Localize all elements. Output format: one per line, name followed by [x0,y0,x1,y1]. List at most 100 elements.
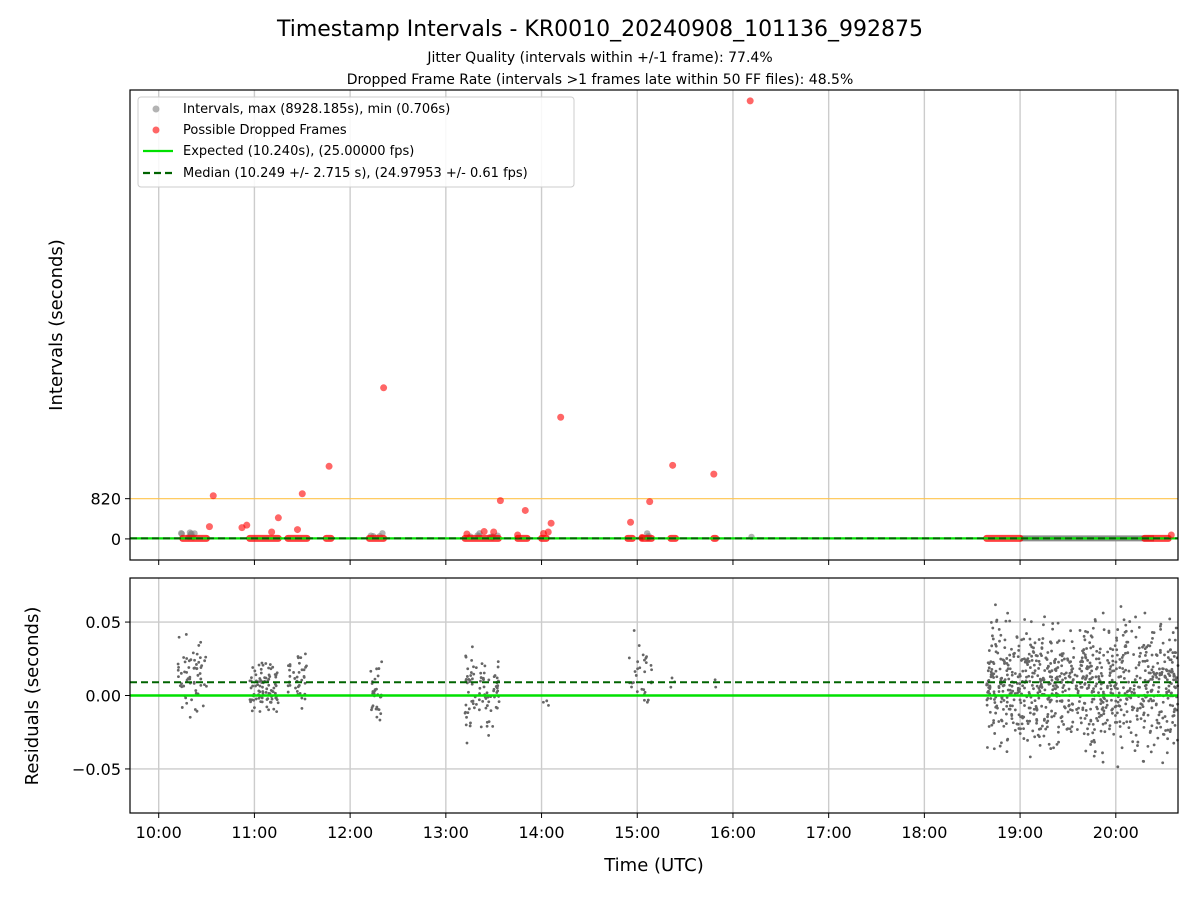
residual-point [1028,706,1032,710]
residual-point [1051,688,1055,692]
residual-point [1125,710,1129,714]
x-axis-ticks: 10:00 11:00 12:00 13:00 14:00 15:00 16:00 17:00… [136,560,1139,842]
residual-point [193,658,196,662]
legend-entry-median: Median (10.249 +/- 2.715 s), (24.97953 +… [183,166,528,181]
residual-point [1040,641,1044,645]
residual-point [1168,617,1172,621]
residual-point [1044,705,1048,709]
residual-point [992,676,995,679]
residual-point [1013,651,1016,655]
residual-point [1061,678,1064,682]
residual-point [496,665,500,669]
residual-point [1123,645,1127,649]
residual-point [195,652,199,656]
residual-point [1086,727,1089,731]
residual-point [464,678,468,681]
x-axis-label: Time (UTC) [603,855,704,876]
residual-point [1106,650,1110,654]
residual-point [1154,673,1158,677]
residual-point [1102,690,1105,694]
residual-point [1084,630,1087,633]
residual-point [1132,706,1136,710]
x-tick-label: 18:00 [901,823,947,842]
residual-point [1150,653,1154,657]
residual-point [1070,664,1073,668]
residual-point [1155,675,1158,679]
residual-point [1018,698,1022,702]
residual-point [649,664,653,667]
residual-point [198,656,202,660]
residual-point [713,678,717,682]
residual-point [1141,645,1144,649]
residual-point [1106,659,1109,662]
residual-point [1052,746,1055,750]
residual-point [1141,705,1145,709]
residual-point [185,670,189,674]
residual-point [1006,663,1010,667]
residual-point [464,710,467,714]
residual-point [1161,761,1165,765]
residual-point [1076,691,1080,695]
residual-point [1026,722,1030,726]
dropped-frame-point [274,514,282,522]
residual-point [643,670,647,674]
residual-point [1030,683,1034,687]
residual-point [1018,682,1022,685]
residual-point [468,724,472,728]
residual-point [999,700,1003,704]
residual-point [1138,655,1142,658]
residual-point [1003,638,1007,642]
residual-point [1119,708,1123,712]
residual-point [1124,668,1128,672]
residual-point [195,663,198,666]
residual-point [1168,669,1171,673]
residual-point [1073,673,1077,677]
residual-point [487,700,491,704]
x-tick-label: 14:00 [518,823,564,842]
residual-point [200,664,204,668]
residual-point [1115,638,1119,642]
residual-point [1086,658,1090,662]
residual-point [1159,627,1163,631]
dropped-frame-point [268,528,276,536]
residual-point [1118,725,1122,728]
residual-point [193,708,197,711]
residual-point [466,675,469,678]
residual-point [1133,749,1137,753]
residual-point [986,696,990,700]
residual-point [292,671,295,674]
residual-point [261,685,264,689]
residual-point [1136,718,1139,721]
residual-point [288,663,292,666]
residual-point [472,672,476,676]
residual-point [467,690,470,694]
residual-point [1006,688,1010,692]
residual-point [1010,673,1014,677]
residual-point [1023,686,1026,690]
residual-point [1165,669,1169,673]
residual-point [1075,708,1078,711]
residual-point [1052,684,1055,688]
residual-point [1095,682,1099,686]
residual-point [1117,691,1121,695]
residual-point [1010,684,1014,688]
residual-point [1102,628,1106,632]
residual-point [1067,699,1071,702]
residual-point [1143,659,1147,663]
residual-point [1030,701,1034,705]
residual-point [298,691,302,695]
residual-point [1037,735,1041,739]
residual-point [482,671,486,675]
residual-point [1005,738,1009,742]
residual-point [1125,698,1129,701]
residual-point [1172,678,1175,682]
residual-point [1143,669,1147,673]
residual-point [1097,675,1101,678]
residual-point [714,685,718,689]
dropped-frame-point [325,462,333,470]
residual-point [1129,696,1133,700]
residual-point [1106,684,1109,688]
residual-point [1042,623,1045,627]
residual-point [1098,647,1102,651]
residual-point [1085,713,1088,717]
